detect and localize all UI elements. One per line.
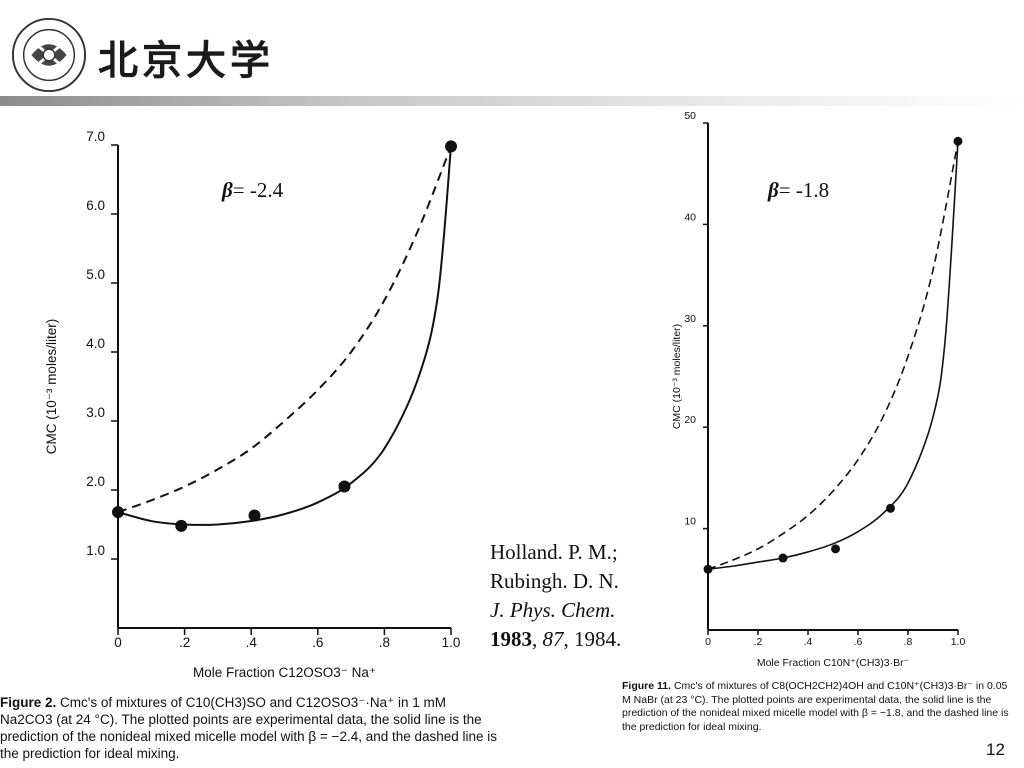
data-point — [886, 503, 895, 513]
beta-symbol: β — [767, 178, 779, 202]
x-tick-label: .2 — [179, 635, 190, 650]
beta-value: = -1.8 — [779, 178, 829, 202]
ideal-mixing-dashed-line — [707, 141, 959, 570]
x-tick-label: .6 — [854, 636, 863, 648]
data-point — [248, 509, 261, 522]
page-number: 12 — [986, 740, 1005, 759]
y-tick-label: 6.0 — [86, 198, 105, 213]
y-tick-label: 2.0 — [86, 474, 105, 489]
beta-annotation: β= -2.4 — [221, 178, 284, 202]
slide-header: 北京大学 — [0, 0, 1024, 110]
citation-block: Holland. P. M.; Rubingh. D. N. J. Phys. … — [490, 538, 621, 654]
university-name: 北京大学 — [98, 37, 274, 84]
ideal-mixing-dashed-line — [117, 146, 452, 514]
citation-journal: J. Phys. Chem. — [490, 598, 616, 622]
y-tick-label: 10 — [684, 516, 696, 528]
x-tick-label: .2 — [754, 636, 763, 648]
citation-authors-2: Rubingh. D. N. — [490, 569, 619, 593]
figure-11-label: Figure 11. — [622, 680, 672, 692]
citation-year: 1983 — [490, 627, 532, 651]
y-tick-label: 1.0 — [86, 543, 105, 558]
figure-2-caption-text: Cmc's of mixtures of C10(CH3)SO and C12O… — [0, 695, 498, 761]
nonideal-model-solid-line — [117, 146, 452, 526]
y-tick-label: 4.0 — [86, 336, 105, 351]
y-tick-label: 5.0 — [86, 267, 105, 282]
figure-2-caption: Figure 2. Cmc's of mixtures of C10(CH3)S… — [0, 694, 500, 762]
citation-details: 1983, 87, 1984. — [490, 627, 622, 651]
figure-2-label: Figure 2. — [0, 695, 57, 710]
nonideal-model-solid-line — [707, 141, 959, 570]
x-tick-label: 0 — [114, 635, 122, 650]
header-rule — [0, 96, 1024, 106]
chart-2: 10 20 30 40 50 0 .2 .4 .6 .8 1.0 Mole Fraction C10N… — [671, 110, 965, 669]
y-axis-label: CMC (10⁻³ moles/liter) — [44, 319, 59, 454]
x-tick-label: .8 — [379, 635, 390, 650]
y-tick-label: 40 — [684, 211, 696, 223]
y-axis-label: CMC (10⁻³ moles/liter) — [671, 324, 683, 429]
university-seal-logo — [11, 17, 87, 93]
x-axis-label: Mole Fraction C10N⁺(CH3)3·Br⁻ — [757, 657, 910, 669]
citation-authors-1: Holland. P. M.; — [490, 540, 618, 564]
x-tick-label: 1.0 — [951, 636, 966, 648]
figure-11-caption: Figure 11. Cmc's of mixtures of C8(OCH2C… — [622, 680, 1018, 734]
y-tick-label: 30 — [684, 313, 696, 325]
y-tick-label: 7.0 — [86, 129, 105, 144]
y-tick-label: 3.0 — [86, 405, 105, 420]
x-tick-label: .6 — [312, 635, 323, 650]
y-tick-label: 50 — [684, 110, 696, 122]
x-tick-label: 1.0 — [442, 635, 461, 650]
x-tick-label: .4 — [246, 635, 258, 650]
x-tick-label: .8 — [904, 636, 913, 648]
x-tick-label: 0 — [705, 636, 711, 648]
x-tick-label: .4 — [804, 636, 813, 648]
data-point — [175, 519, 188, 532]
chart-1: 1.0 2.0 3.0 4.0 5.0 6.0 7.0 0 .2 .4 .6 .8 1.0 Mole Fr… — [44, 129, 460, 680]
beta-value: = -2.4 — [233, 178, 284, 202]
figure-11-caption-text: Cmc's of mixtures of C8(OCH2CH2)4OH and … — [622, 680, 1009, 733]
data-point — [831, 544, 840, 554]
x-axis-label: Mole Fraction C12OSO3⁻ Na⁺ — [193, 665, 376, 680]
beta-annotation: β= -1.8 — [767, 178, 829, 202]
citation-volume: 87 — [542, 627, 564, 651]
beta-symbol: β — [221, 178, 233, 202]
y-tick-label: 20 — [684, 414, 696, 426]
citation-page: 1984. — [574, 627, 622, 651]
